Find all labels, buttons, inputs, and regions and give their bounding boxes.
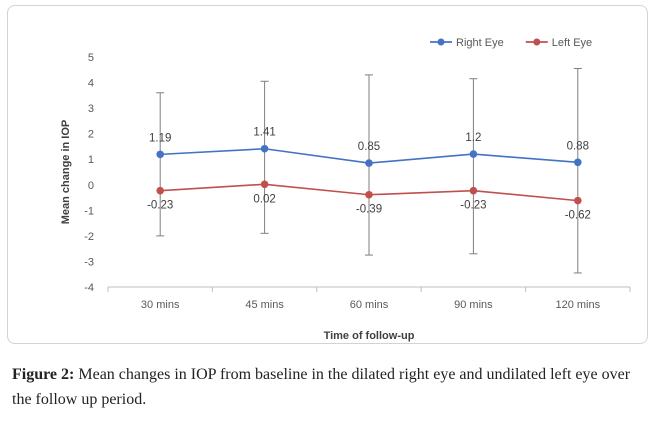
y-tick-label: -1: [84, 205, 94, 217]
data-point: [574, 196, 582, 205]
y-tick-label: 4: [88, 78, 94, 90]
data-point: [365, 190, 373, 199]
data-point: [260, 180, 269, 189]
data-label: -0.23: [147, 200, 173, 212]
x-tick-label: 120 mins: [555, 299, 600, 311]
data-point: [156, 186, 164, 195]
y-tick-label: 2: [88, 129, 94, 141]
data-label: 0.85: [358, 141, 380, 153]
line-chart: 5 4 3 2 1 0 -1 -2 -3 -4 30 mins 45 mins 60 mins 90 mi…: [60, 37, 631, 342]
figure-caption: Figure 2: Mean changes in IOP from basel…: [12, 362, 652, 412]
data-point: [156, 150, 164, 159]
legend: Right Eye Left Eye: [430, 37, 592, 49]
data-label: -0.23: [460, 200, 486, 212]
data-label: 1.19: [149, 132, 171, 144]
legend-marker: [437, 38, 445, 46]
y-tick-label: 5: [88, 52, 94, 64]
data-point: [469, 186, 478, 195]
caption-text: Mean changes in IOP from baseline in the…: [12, 366, 631, 408]
data-points: [156, 144, 582, 205]
data-labels: 1.19 1.41 0.85 1.2 0.88 -0.23 0.02 -0.39 -0.23 -0…: [147, 127, 591, 222]
y-tick-label: 1: [88, 154, 94, 166]
legend-label: Right Eye: [456, 37, 504, 49]
data-point: [260, 144, 269, 153]
data-point: [574, 158, 582, 167]
y-tick-label: -4: [84, 282, 94, 294]
data-label: -0.39: [356, 204, 382, 216]
caption-label: Figure 2:: [12, 366, 75, 383]
legend-label: Left Eye: [552, 37, 592, 49]
error-bars: [156, 68, 582, 274]
y-tick-label: -2: [84, 231, 94, 243]
data-point: [365, 159, 373, 167]
x-tick-label: 45 mins: [245, 299, 284, 311]
data-label: 1.41: [253, 127, 275, 139]
y-tick-label: -3: [84, 256, 94, 268]
y-tick-label: 0: [88, 180, 94, 192]
data-label: -0.62: [565, 210, 591, 222]
legend-marker: [533, 38, 541, 46]
data-label: 1.2: [465, 132, 481, 144]
x-tick-label: 60 mins: [350, 299, 389, 311]
x-axis-title: Time of follow-up: [324, 330, 415, 342]
data-label: 0.88: [567, 140, 589, 152]
y-axis-title: Mean change in IOP: [60, 120, 72, 225]
x-tick-label: 90 mins: [454, 299, 493, 311]
data-label: 0.02: [253, 193, 275, 205]
data-point: [469, 150, 478, 158]
y-tick-label: 3: [88, 103, 94, 115]
axes: 5 4 3 2 1 0 -1 -2 -3 -4 30 mins 45 mins 60 mins 90 mi…: [84, 52, 631, 311]
x-tick-label: 30 mins: [141, 299, 180, 311]
